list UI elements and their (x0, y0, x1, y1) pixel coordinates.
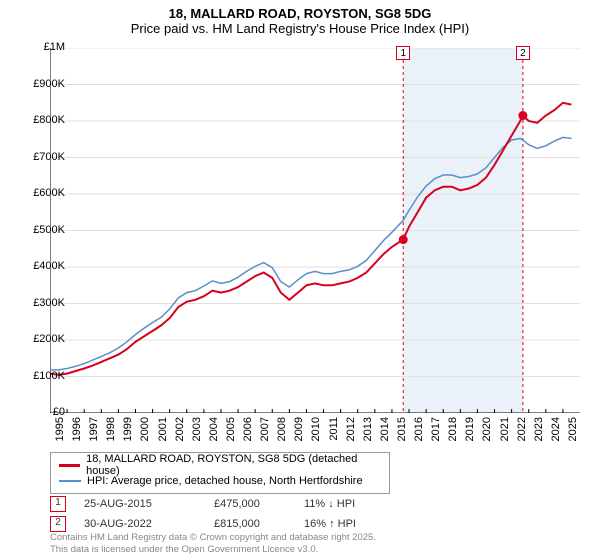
title-subtitle: Price paid vs. HM Land Registry's House … (0, 21, 600, 36)
event-delta: 16% ↑ HPI (304, 518, 394, 530)
y-tick-label: £700K (15, 151, 65, 163)
event-price: £815,000 (214, 518, 304, 530)
y-tick-label: £1M (15, 41, 65, 53)
legend-swatch (59, 480, 81, 482)
y-tick-label: £400K (15, 260, 65, 272)
y-tick-label: £300K (15, 297, 65, 309)
x-tick-label: 2006 (242, 417, 254, 457)
x-tick-label: 2013 (362, 417, 374, 457)
event-delta: 11% ↓ HPI (304, 498, 394, 510)
legend-label: HPI: Average price, detached house, Nort… (87, 475, 363, 487)
x-tick-label: 2022 (516, 417, 528, 457)
y-tick-label: £100K (15, 370, 65, 382)
footer-line: This data is licensed under the Open Gov… (50, 544, 376, 556)
x-tick-label: 2020 (481, 417, 493, 457)
x-tick-label: 2008 (276, 417, 288, 457)
footer-line: Contains HM Land Registry data © Crown c… (50, 532, 376, 544)
x-tick-label: 2019 (464, 417, 476, 457)
legend-swatch (59, 464, 80, 467)
x-tick-label: 2007 (259, 417, 271, 457)
legend-row: HPI: Average price, detached house, Nort… (59, 473, 381, 489)
y-tick-label: £200K (15, 333, 65, 345)
event-row: 1 25-AUG-2015 £475,000 11% ↓ HPI (50, 494, 394, 514)
event-price: £475,000 (214, 498, 304, 510)
legend-label: 18, MALLARD ROAD, ROYSTON, SG8 5DG (deta… (86, 453, 381, 477)
x-tick-label: 2023 (533, 417, 545, 457)
event-marker-box: 1 (50, 496, 66, 512)
y-tick-label: £500K (15, 224, 65, 236)
x-tick-label: 2005 (225, 417, 237, 457)
event-marker-top: 2 (516, 46, 530, 60)
x-tick-label: 2014 (379, 417, 391, 457)
x-tick-label: 2002 (174, 417, 186, 457)
y-tick-label: £600K (15, 187, 65, 199)
x-tick-label: 2011 (328, 417, 340, 457)
x-tick-label: 1996 (71, 417, 83, 457)
x-tick-label: 2021 (499, 417, 511, 457)
x-tick-label: 2024 (550, 417, 562, 457)
x-tick-label: 2003 (191, 417, 203, 457)
legend-row: 18, MALLARD ROAD, ROYSTON, SG8 5DG (deta… (59, 457, 381, 473)
x-tick-label: 1999 (122, 417, 134, 457)
x-tick-label: 2025 (567, 417, 579, 457)
x-tick-label: 2004 (208, 417, 220, 457)
x-tick-label: 2001 (157, 417, 169, 457)
chart-container: 18, MALLARD ROAD, ROYSTON, SG8 5DG Price… (0, 0, 600, 560)
legend: 18, MALLARD ROAD, ROYSTON, SG8 5DG (deta… (50, 452, 390, 494)
x-tick-label: 2009 (293, 417, 305, 457)
x-tick-label: 2010 (310, 417, 322, 457)
x-tick-label: 2018 (447, 417, 459, 457)
x-tick-label: 1998 (105, 417, 117, 457)
event-marker-top: 1 (396, 46, 410, 60)
chart-svg (50, 48, 580, 413)
footer-attribution: Contains HM Land Registry data © Crown c… (50, 532, 376, 556)
event-marker-box: 2 (50, 516, 66, 532)
x-tick-label: 2000 (139, 417, 151, 457)
chart-area (50, 48, 580, 413)
x-tick-label: 2012 (345, 417, 357, 457)
event-date: 25-AUG-2015 (84, 498, 214, 510)
title-block: 18, MALLARD ROAD, ROYSTON, SG8 5DG Price… (0, 0, 600, 36)
x-tick-label: 1995 (54, 417, 66, 457)
title-address: 18, MALLARD ROAD, ROYSTON, SG8 5DG (0, 6, 600, 21)
y-tick-label: £800K (15, 114, 65, 126)
event-date: 30-AUG-2022 (84, 518, 214, 530)
y-tick-label: £900K (15, 78, 65, 90)
x-tick-label: 2015 (396, 417, 408, 457)
x-tick-label: 1997 (88, 417, 100, 457)
events-table: 1 25-AUG-2015 £475,000 11% ↓ HPI 2 30-AU… (50, 494, 394, 534)
event-row: 2 30-AUG-2022 £815,000 16% ↑ HPI (50, 514, 394, 534)
x-tick-label: 2016 (413, 417, 425, 457)
x-tick-label: 2017 (430, 417, 442, 457)
